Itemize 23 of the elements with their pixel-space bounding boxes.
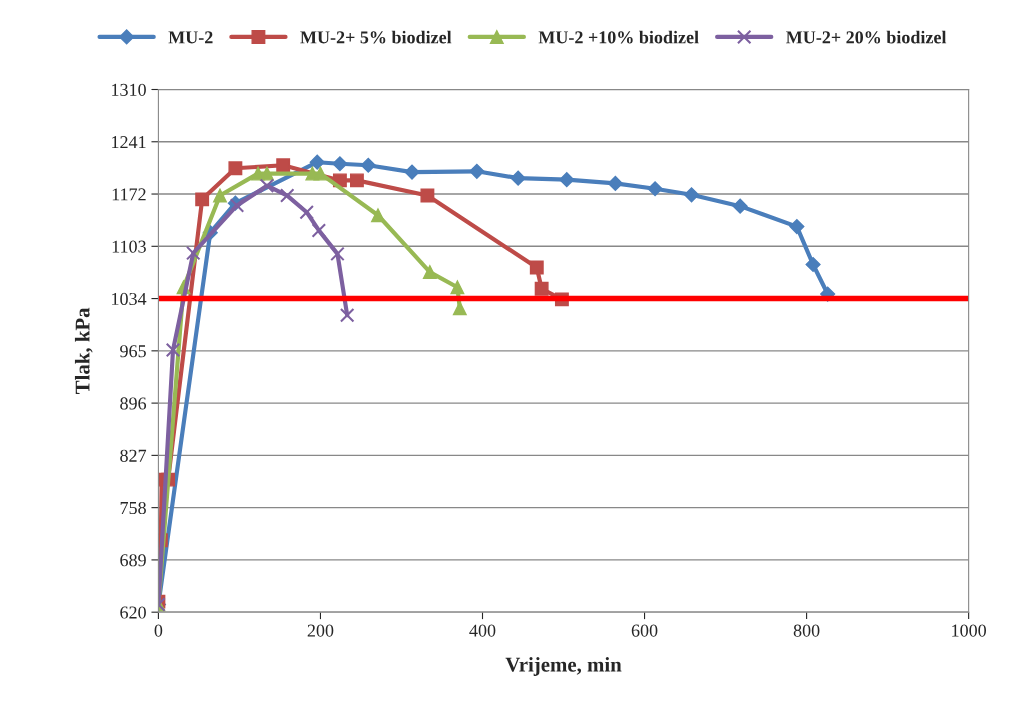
x-tick-label: 200 — [307, 624, 334, 637]
legend-label: MU-2 — [168, 31, 213, 44]
y-tick-label: 1310 — [112, 83, 146, 96]
y-axis-title: Tlak, kPa — [74, 307, 93, 394]
legend-label: MU-2 +10% biodizel — [538, 30, 699, 44]
y-tick-label: 1103 — [112, 240, 146, 253]
y-tick-label: 965 — [120, 345, 146, 358]
y-tick-label: 620 — [120, 606, 146, 619]
x-tick-label: 0 — [154, 624, 163, 637]
y-tick-label: 1034 — [112, 292, 147, 306]
x-tick-label: 800 — [793, 624, 820, 637]
legend-label: MU-2+ 20% biodizel — [786, 30, 947, 44]
y-tick-label: 758 — [120, 501, 146, 515]
x-tick-label: 400 — [469, 624, 496, 637]
y-tick-label: 689 — [120, 554, 146, 567]
x-axis-title: Vrijeme, min — [505, 657, 622, 676]
x-tick-label: 1000 — [952, 624, 987, 637]
y-tick-label: 1172 — [112, 188, 146, 201]
y-tick-label: 1241 — [112, 136, 146, 149]
y-tick-label: 896 — [120, 397, 147, 410]
y-tick-label: 827 — [120, 449, 147, 462]
x-tick-label: 600 — [631, 624, 658, 637]
legend-label: MU-2+ 5% biodizel — [300, 30, 452, 44]
